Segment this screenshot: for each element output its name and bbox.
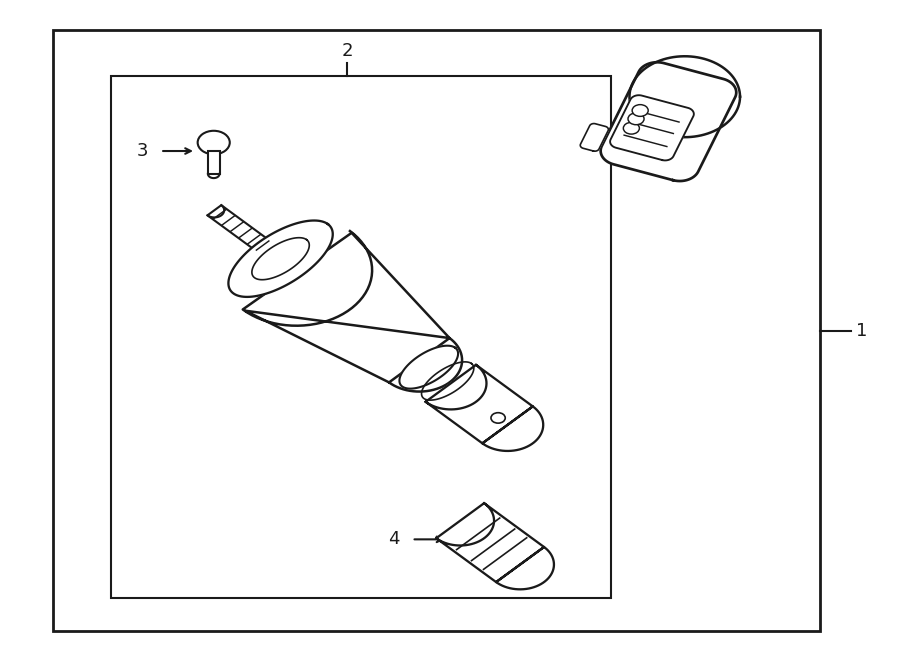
Polygon shape: [426, 365, 544, 451]
Bar: [53, 30, 820, 631]
Polygon shape: [207, 205, 274, 254]
Circle shape: [198, 131, 230, 154]
Circle shape: [632, 104, 648, 116]
Text: 1: 1: [856, 321, 867, 340]
Text: 3: 3: [137, 142, 148, 160]
Polygon shape: [629, 56, 740, 137]
Polygon shape: [580, 124, 608, 151]
Circle shape: [624, 122, 639, 134]
Circle shape: [628, 113, 644, 125]
Polygon shape: [400, 346, 458, 389]
Bar: [112, 76, 610, 598]
Polygon shape: [610, 95, 694, 161]
Circle shape: [491, 412, 505, 423]
Polygon shape: [229, 221, 333, 297]
Bar: [208, 151, 220, 174]
Polygon shape: [436, 503, 554, 590]
Text: 4: 4: [388, 530, 400, 549]
Polygon shape: [243, 231, 462, 391]
Polygon shape: [600, 62, 736, 181]
Text: 2: 2: [342, 42, 353, 59]
